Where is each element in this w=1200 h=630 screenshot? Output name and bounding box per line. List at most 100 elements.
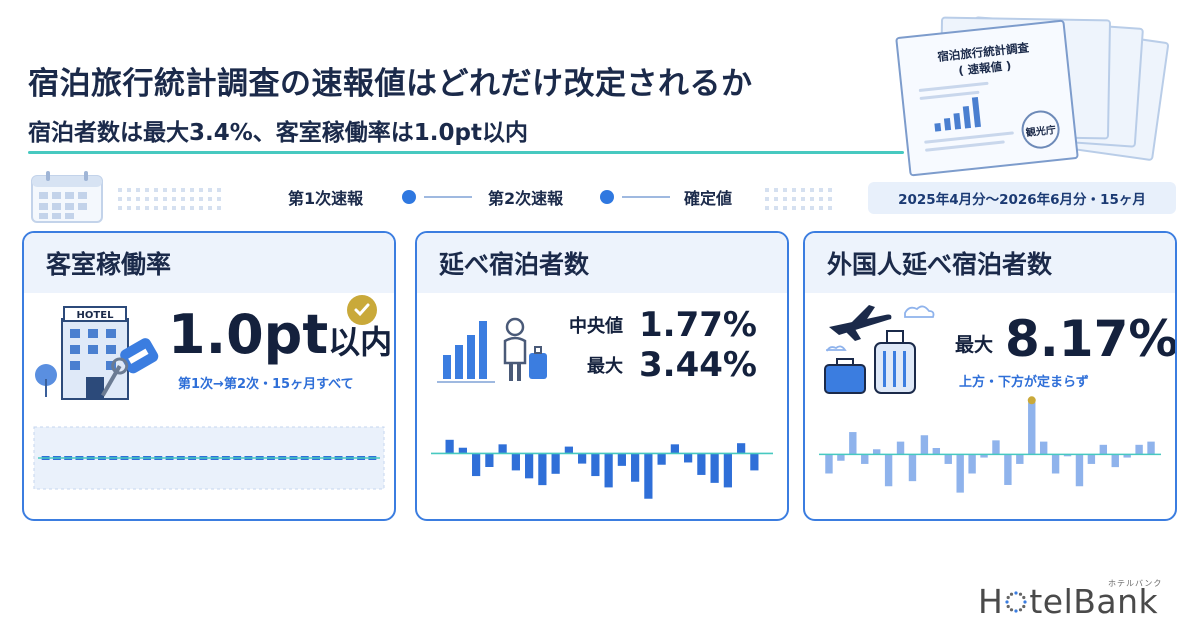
decorative-dot: [154, 188, 158, 192]
decorative-dot: [801, 197, 805, 201]
decorative-dot: [136, 206, 140, 210]
logo-dot: [1014, 609, 1018, 613]
chart-bar: [604, 453, 613, 488]
decorative-dot: [199, 206, 203, 210]
decorative-dot: [810, 188, 814, 192]
chart-bar: [458, 447, 467, 454]
decorative-dot: [819, 188, 823, 192]
decorative-dot: [765, 188, 769, 192]
card-title: 延べ宿泊者数: [417, 233, 787, 293]
chart-bar: [644, 453, 653, 499]
decorative-dot: [217, 206, 221, 210]
median-value: 1.77%: [639, 305, 757, 345]
chart-bar: [956, 454, 964, 493]
max-marker: [1027, 396, 1036, 405]
chart-bar: [750, 453, 759, 471]
chart-bar: [737, 443, 746, 454]
chart-bar: [1123, 454, 1131, 458]
chart-bar: [710, 453, 719, 483]
logo-dot: [1006, 595, 1011, 600]
chart-bar: [1135, 444, 1143, 455]
logo-dot: [1014, 591, 1018, 595]
logo-dot: [1023, 600, 1027, 604]
report-documents-illustration: 宿泊旅行統計調査 ( 速報値 ) 観光庁: [880, 8, 1180, 178]
chart-bar: [980, 454, 988, 458]
decorative-dot: [163, 188, 167, 192]
decorative-dot: [190, 206, 194, 210]
decorative-dot: [765, 197, 769, 201]
chart-bar: [837, 454, 845, 461]
stage-connector: [424, 196, 472, 198]
chart-bar: [525, 453, 534, 479]
decorative-dot: [792, 197, 796, 201]
chart-bar: [1004, 454, 1012, 485]
decorative-dot: [765, 206, 769, 210]
chart-bar: [591, 453, 600, 477]
chart-bar: [932, 448, 941, 455]
decorative-dot: [774, 197, 778, 201]
decorative-dot: [208, 197, 212, 201]
bar-chart-traveler-icon: [437, 317, 547, 383]
card-guest-nights: 延べ宿泊者数 中央値 1.77% 最大 3.44%: [415, 231, 789, 521]
occupancy-value: 1.0pt: [168, 303, 329, 366]
chart-bar: [657, 453, 666, 465]
logo-dot: [1022, 604, 1026, 609]
chart-bar: [564, 446, 573, 454]
decorative-dot: [118, 188, 122, 192]
logo-dot-ring-icon: [1005, 591, 1027, 613]
decorative-dot: [163, 197, 167, 201]
chart-bar: [1111, 454, 1119, 468]
decorative-dot: [136, 188, 140, 192]
decorative-dot: [181, 206, 185, 210]
logo-dot: [1010, 592, 1014, 596]
decorative-dot: [774, 188, 778, 192]
chart-bar: [1087, 454, 1096, 464]
occupancy-revision-chart: [33, 426, 385, 490]
decorative-dot: [828, 206, 832, 210]
decorative-dot-grid: [765, 188, 832, 210]
decorative-dot: [783, 206, 787, 210]
occupancy-max-value: 1.0pt以内: [168, 305, 392, 372]
decorative-dot: [792, 188, 796, 192]
title-divider: [28, 151, 904, 154]
decorative-dot: [810, 206, 814, 210]
chart-bar: [445, 439, 454, 454]
decorative-dot: [217, 197, 221, 201]
chart-bar: [617, 453, 626, 466]
chart-bar: [872, 449, 881, 455]
chart-bar: [498, 444, 507, 454]
card-title: 客室稼働率: [24, 233, 394, 293]
chart-bar: [825, 454, 833, 474]
chart-bar: [670, 444, 679, 454]
decorative-dot: [801, 206, 805, 210]
decorative-dot: [172, 197, 176, 201]
decorative-dot: [828, 188, 832, 192]
chart-bar: [511, 453, 520, 471]
decorative-dot: [774, 206, 778, 210]
hotel-building-icon: HOTEL: [35, 306, 159, 400]
decorative-dot: [145, 197, 149, 201]
chart-bar: [896, 441, 905, 455]
chart-bar: [1051, 454, 1060, 474]
stage-label-second: 第2次速報: [488, 189, 564, 208]
chart-bar: [944, 454, 952, 464]
stage-label-final: 確定値: [684, 189, 733, 208]
decorative-dot: [199, 197, 203, 201]
decorative-dot: [783, 197, 787, 201]
chart-bar: [968, 454, 976, 474]
decorative-dot: [190, 188, 194, 192]
chart-bar: [1039, 441, 1048, 455]
hotel-sign: HOTEL: [77, 310, 115, 321]
calendar-icon: [31, 171, 103, 223]
mini-bar-chart-icon: [932, 90, 1005, 132]
decorative-dot: [819, 197, 823, 201]
foreign-guest-nights-revision-chart: [819, 396, 1161, 493]
decorative-dot: [810, 197, 814, 201]
card-foreign-guest-nights: 外国人延べ宿泊者数 最大 8.17% 上方・下方が定まらず: [803, 231, 1177, 521]
period-badge: 2025年4月分〜2026年6月分・15ヶ月: [868, 182, 1176, 214]
chart-bar: [884, 454, 893, 487]
chart-bar: [861, 454, 869, 464]
chart-bar: [908, 454, 917, 482]
max-value: 3.44%: [639, 345, 757, 385]
decorative-dot: [118, 197, 122, 201]
